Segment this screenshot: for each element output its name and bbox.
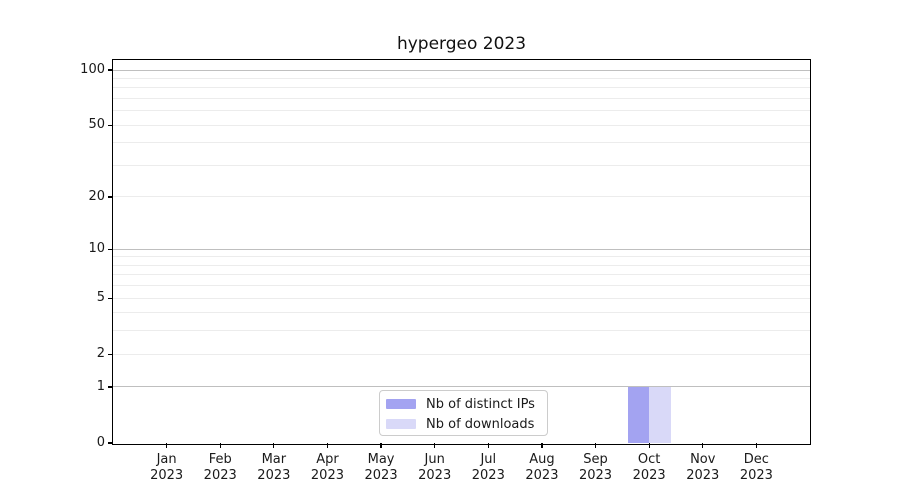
y-tick-label: 50	[88, 117, 105, 133]
y-tick-mark	[108, 196, 113, 198]
major-gridline	[113, 248, 810, 250]
major-gridline	[113, 386, 810, 388]
x-tick-label: Nov 2023	[686, 452, 720, 483]
x-tick-mark	[487, 443, 489, 448]
y-tick-label: 100	[80, 62, 105, 77]
y-tick-label: 5	[96, 290, 105, 306]
minor-gridline	[113, 164, 810, 166]
x-tick-mark	[326, 443, 329, 448]
bar-nb-of-downloads-oct-2023	[649, 386, 671, 443]
y-tick-label: 1	[96, 378, 105, 394]
y-tick-label: 20	[88, 188, 105, 204]
minor-gridline	[113, 196, 810, 198]
y-tick-mark	[108, 386, 113, 388]
minor-gridline	[113, 330, 810, 332]
y-tick-mark	[108, 124, 113, 126]
x-tick-mark	[380, 443, 382, 448]
x-tick-mark	[648, 443, 650, 448]
x-tick-label: Oct 2023	[632, 452, 666, 483]
legend-item-downloads: Nb of downloads	[386, 414, 541, 434]
x-tick-label: Jul 2023	[471, 452, 505, 483]
minor-gridline	[113, 142, 810, 144]
x-tick-label: Sep 2023	[578, 452, 613, 483]
minor-gridline	[113, 312, 810, 314]
minor-gridline	[113, 274, 810, 276]
x-tick-mark	[273, 443, 275, 448]
minor-gridline	[113, 124, 810, 126]
minor-gridline	[113, 264, 810, 266]
y-tick-label: 10	[88, 241, 105, 257]
y-tick-mark	[108, 248, 113, 250]
y-tick-mark	[108, 353, 113, 355]
minor-gridline	[113, 256, 810, 258]
major-gridline	[113, 69, 810, 71]
x-tick-mark	[166, 443, 168, 448]
y-tick-label: 2	[96, 346, 105, 362]
minor-gridline	[113, 353, 810, 355]
legend-item-distinct-ips: Nb of distinct IPs	[386, 394, 541, 414]
y-tick-mark	[108, 297, 113, 299]
minor-gridline	[113, 87, 810, 89]
x-tick-label: Apr 2023	[310, 452, 344, 483]
y-tick-mark	[108, 442, 113, 444]
y-tick-label: 0	[96, 435, 105, 450]
legend-swatch-downloads	[386, 419, 416, 429]
legend-label-distinct-ips: Nb of distinct IPs	[426, 396, 535, 412]
x-tick-mark	[219, 443, 221, 448]
minor-gridline	[113, 297, 810, 299]
x-tick-label: May 2023	[364, 452, 398, 483]
x-tick-mark	[755, 443, 757, 448]
x-tick-mark	[541, 443, 543, 448]
x-tick-mark	[434, 443, 436, 448]
legend-label-downloads: Nb of downloads	[426, 416, 535, 432]
minor-gridline	[113, 77, 810, 79]
x-tick-mark	[702, 443, 704, 448]
minor-gridline	[113, 110, 810, 112]
x-tick-label: Feb 2023	[203, 452, 237, 483]
x-tick-label: Jun 2023	[418, 452, 452, 483]
x-tick-label: Mar 2023	[257, 452, 291, 483]
minor-gridline	[113, 97, 810, 99]
legend-swatch-distinct-ips	[386, 399, 416, 409]
x-tick-label: Dec 2023	[739, 452, 773, 483]
minor-gridline	[113, 285, 810, 287]
legend: Nb of distinct IPs Nb of downloads	[379, 390, 548, 436]
chart-title: hypergeo 2023	[396, 34, 527, 54]
x-tick-label: Jan 2023	[150, 452, 184, 483]
bar-nb-of-distinct-ips-oct-2023	[627, 386, 650, 443]
y-tick-mark	[108, 69, 113, 71]
x-tick-mark	[594, 443, 597, 448]
x-tick-label: Aug 2023	[525, 452, 559, 483]
